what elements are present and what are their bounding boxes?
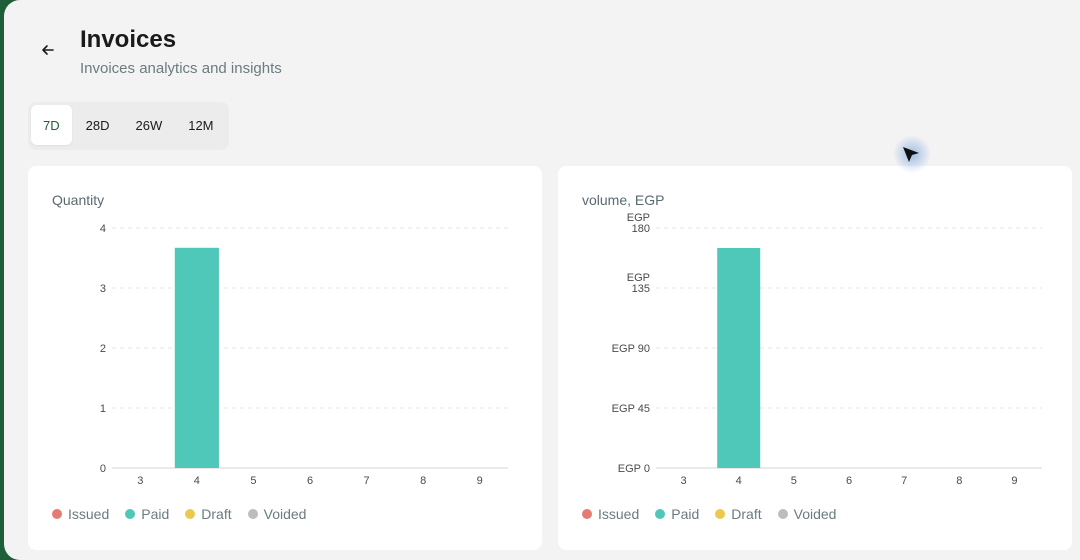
legend-item-voided[interactable]: Voided	[247, 506, 307, 522]
y-tick-label: EGP 135	[627, 272, 650, 295]
legend-item-paid[interactable]: Paid	[125, 506, 169, 522]
x-tick-label: 6	[307, 475, 313, 487]
legend-label: Voided	[793, 506, 837, 522]
x-tick-label: 3	[681, 475, 687, 487]
x-tick-label: 4	[194, 475, 200, 487]
tab-7d[interactable]: 7D	[31, 105, 72, 145]
y-tick-label: 3	[100, 283, 106, 295]
voided-dot-icon	[777, 509, 788, 519]
x-tick-label: 7	[364, 475, 370, 487]
volume-chart: EGP 0 EGP 45 EGP 90 EGP 135 EGP 180 3 4 5 6 7 8 9	[612, 212, 1042, 487]
x-tick-label: 4	[736, 475, 742, 487]
legend-label: Draft	[201, 506, 232, 522]
back-button[interactable]	[34, 36, 62, 64]
page-title: Invoices	[80, 26, 177, 53]
arrow-left-icon	[42, 45, 54, 55]
tab-12m[interactable]: 12M	[188, 117, 214, 133]
x-tick-label: 3	[137, 475, 143, 487]
page-subtitle: Invoices analytics and insights	[80, 60, 282, 77]
mouse-pointer-icon	[893, 135, 931, 173]
legend-label: Issued	[68, 506, 110, 522]
chart-legend: Issued Paid Draft Voided	[52, 506, 306, 522]
tab-28d[interactable]: 28D	[85, 117, 110, 133]
x-tick-label: 9	[477, 475, 483, 487]
legend-item-issued[interactable]: Issued	[52, 506, 109, 522]
legend-label: Issued	[598, 506, 640, 522]
legend-label: Paid	[671, 506, 700, 522]
paid-dot-icon	[655, 509, 666, 519]
tab-26w[interactable]: 26W	[135, 117, 163, 133]
x-tick-label: 9	[1011, 475, 1017, 487]
bar-paid	[717, 248, 761, 468]
x-tick-label: 5	[250, 475, 256, 487]
y-tick-label: EGP 90	[612, 343, 650, 355]
y-tick-label: EGP 0	[618, 463, 650, 475]
legend-item-issued[interactable]: Issued	[582, 506, 639, 522]
quantity-chart-card: Quantity 0 1 2 3 4 3 4 5 6 7 8 9 Issued Paid Draft …	[28, 166, 542, 550]
bar-paid	[174, 247, 219, 468]
legend-item-draft[interactable]: Draft	[715, 506, 762, 522]
x-tick-label: 5	[791, 475, 797, 487]
chart-title: volume, EGP	[582, 192, 665, 208]
x-tick-label: 6	[846, 475, 852, 487]
y-tick-label: 2	[100, 343, 106, 355]
issued-dot-icon	[52, 509, 62, 519]
period-tabs: 7D 28D 26W 12M	[28, 102, 229, 150]
legend-label: Voided	[263, 506, 307, 522]
legend-label: Paid	[141, 506, 170, 522]
draft-dot-icon	[185, 509, 196, 519]
y-tick-label: 0	[100, 463, 106, 475]
legend-item-draft[interactable]: Draft	[185, 506, 232, 522]
issued-dot-icon	[582, 509, 592, 519]
chart-legend: Issued Paid Draft Voided	[582, 506, 836, 522]
legend-item-paid[interactable]: Paid	[655, 506, 699, 522]
y-tick-label: EGP 45	[612, 403, 650, 415]
voided-dot-icon	[247, 509, 258, 519]
volume-chart-card: volume, EGP EGP 0 EGP 45 EGP 90 EGP 135 EGP 18…	[558, 166, 1072, 550]
app-window: Invoices Invoices analytics and insights…	[4, 0, 1080, 560]
legend-item-voided[interactable]: Voided	[777, 506, 837, 522]
draft-dot-icon	[715, 509, 726, 519]
y-tick-label: 1	[100, 403, 106, 415]
y-tick-label: EGP 180	[627, 212, 650, 235]
legend-label: Draft	[731, 506, 762, 522]
x-tick-label: 8	[420, 475, 426, 487]
quantity-chart: 0 1 2 3 4 3 4 5 6 7 8 9	[100, 223, 508, 487]
chart-title: Quantity	[52, 192, 105, 208]
x-tick-label: 8	[956, 475, 962, 487]
paid-dot-icon	[125, 509, 136, 519]
x-tick-label: 7	[901, 475, 907, 487]
y-tick-label: 4	[100, 223, 106, 235]
